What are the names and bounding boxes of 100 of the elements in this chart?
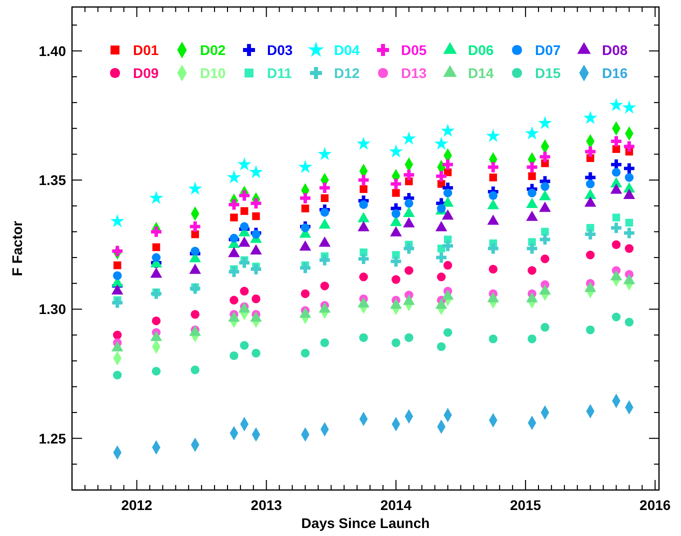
- x-tick-label: 2012: [121, 497, 153, 513]
- point: [540, 254, 550, 264]
- point: [436, 170, 446, 182]
- legend-label: D05: [401, 42, 427, 58]
- point: [240, 340, 249, 350]
- y-tick-label: 1.35: [38, 172, 66, 188]
- point: [300, 192, 310, 204]
- point: [442, 196, 454, 207]
- point: [612, 214, 620, 222]
- point: [151, 288, 162, 299]
- point: [436, 342, 446, 352]
- x-tick-label: 2013: [250, 497, 282, 513]
- legend-label: D01: [133, 42, 159, 58]
- point: [300, 348, 310, 358]
- legend-label: D07: [535, 42, 561, 58]
- point: [586, 250, 595, 260]
- point: [583, 110, 598, 124]
- point: [443, 188, 452, 198]
- point: [528, 334, 536, 344]
- point: [190, 366, 200, 374]
- point: [360, 185, 368, 193]
- point: [539, 202, 551, 212]
- point: [190, 221, 200, 232]
- point: [488, 264, 498, 274]
- point: [390, 178, 402, 190]
- point: [318, 146, 332, 160]
- point: [624, 228, 634, 238]
- point: [320, 194, 329, 202]
- point: [442, 159, 453, 170]
- point: [624, 141, 634, 152]
- point: [586, 326, 595, 334]
- point: [489, 174, 498, 182]
- point: [392, 209, 400, 218]
- point: [528, 188, 536, 198]
- point: [488, 191, 498, 200]
- point: [539, 190, 551, 200]
- point: [358, 254, 369, 264]
- point: [403, 206, 415, 218]
- point: [611, 136, 622, 147]
- legend-label: D13: [401, 65, 427, 81]
- point: [610, 184, 622, 194]
- point: [541, 228, 549, 236]
- point: [250, 198, 262, 208]
- point: [404, 333, 414, 342]
- point: [586, 180, 595, 188]
- y-axis-title: F Factor: [9, 220, 25, 276]
- point: [392, 338, 400, 348]
- point: [612, 312, 621, 322]
- point: [112, 370, 122, 380]
- point: [191, 230, 199, 238]
- point: [585, 229, 596, 240]
- point: [390, 256, 402, 267]
- point: [612, 168, 621, 177]
- point: [239, 190, 250, 201]
- point: [392, 275, 400, 284]
- point: [443, 328, 452, 337]
- point: [436, 252, 446, 263]
- point: [237, 157, 252, 170]
- point: [540, 322, 550, 332]
- point: [152, 243, 160, 252]
- point: [112, 330, 122, 340]
- point: [152, 316, 161, 326]
- point: [359, 200, 368, 209]
- legend-label: D06: [468, 42, 494, 58]
- point: [240, 286, 249, 296]
- point: [487, 214, 500, 225]
- legend-label: D08: [602, 42, 628, 58]
- point: [190, 283, 200, 294]
- point: [112, 246, 123, 256]
- legend-label: D11: [267, 65, 292, 81]
- point: [538, 116, 552, 130]
- point: [152, 366, 161, 376]
- point: [488, 334, 498, 344]
- point: [358, 221, 370, 232]
- legend-label: D02: [200, 42, 226, 58]
- point: [611, 222, 622, 234]
- x-axis-title: Days Since Launch: [301, 515, 430, 531]
- point: [359, 333, 368, 342]
- x-tick-label: 2016: [640, 497, 671, 513]
- point: [390, 298, 402, 309]
- point: [528, 172, 536, 180]
- point: [151, 226, 162, 237]
- point: [252, 212, 260, 220]
- y-tick-label: 1.30: [38, 301, 66, 318]
- legend-label: D14: [468, 65, 494, 81]
- point: [190, 310, 200, 319]
- point: [488, 162, 498, 172]
- point: [435, 298, 448, 309]
- point: [319, 254, 330, 266]
- point: [112, 271, 122, 280]
- point: [112, 298, 123, 308]
- point: [301, 204, 310, 212]
- point: [404, 198, 414, 208]
- point: [443, 260, 452, 270]
- point: [298, 160, 312, 174]
- point: [358, 174, 369, 186]
- point: [612, 145, 620, 153]
- point: [239, 258, 250, 268]
- point: [584, 196, 596, 207]
- point: [150, 268, 162, 278]
